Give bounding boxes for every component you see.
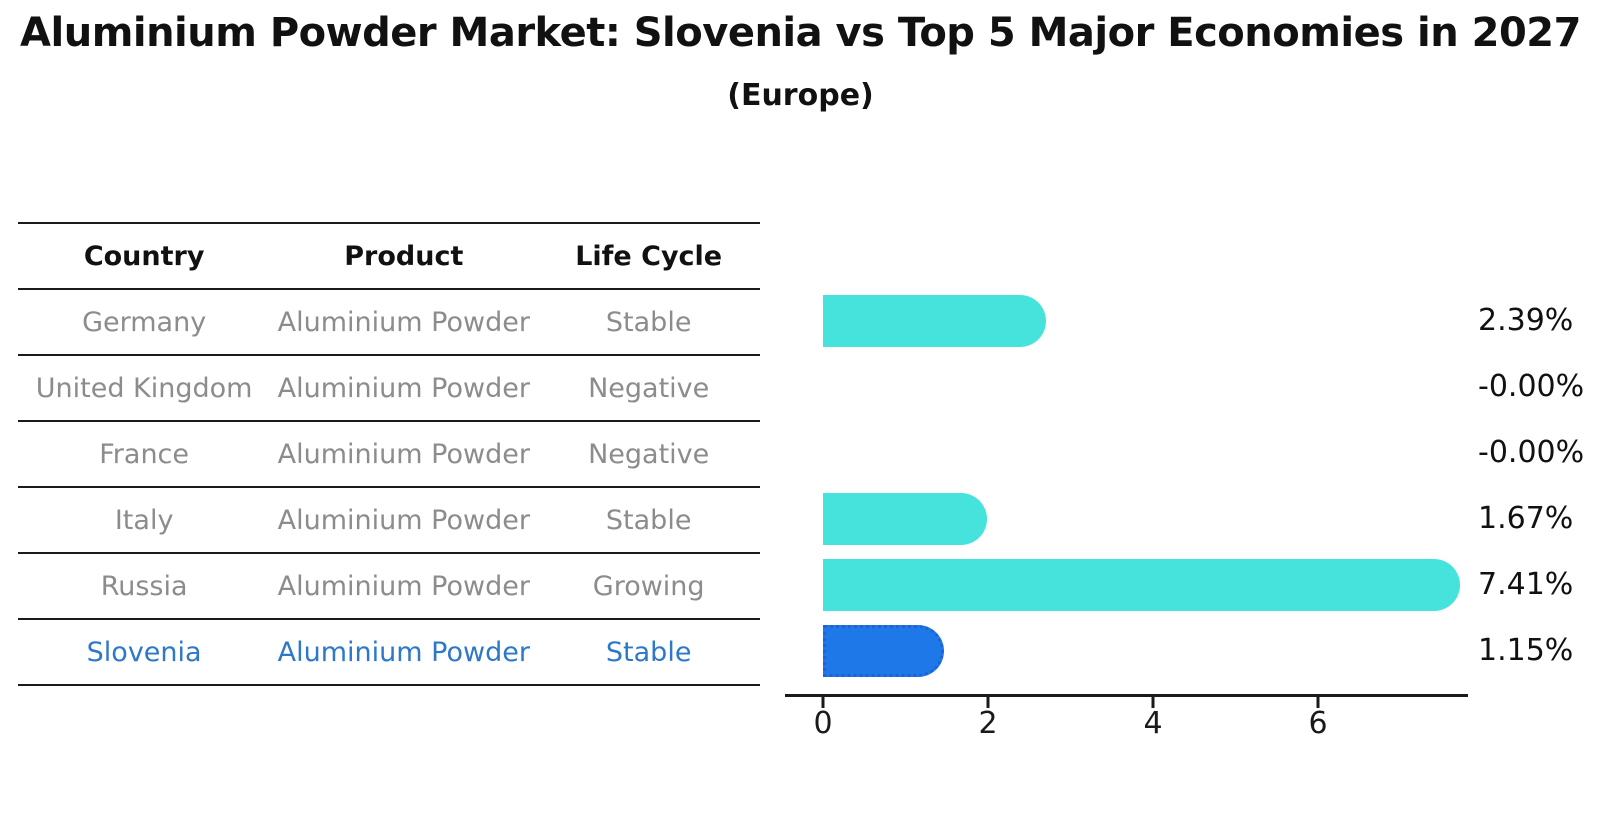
chart-title: Aluminium Powder Market: Slovenia vs Top… [20,10,1581,56]
x-tick [821,697,825,708]
country-table: Country Product Life Cycle Germany Alumi… [18,222,760,686]
country-cell: United Kingdom [35,372,253,404]
country-cell: Slovenia [86,636,202,668]
chart-subtitle: (Europe) [727,78,874,113]
table-row-united-kingdom: United Kingdom Aluminium Powder Negative [18,354,760,420]
lifecycle-cell: Stable [605,306,692,338]
table-body: Germany Aluminium Powder Stable United K… [18,288,760,684]
lifecycle-cell: Growing [592,570,705,602]
bar-russia [823,559,1461,611]
value-label-france: -0.00% [1478,435,1585,470]
table-row-slovenia: Slovenia Aluminium Powder Stable [18,618,760,684]
column-header-country: Country [83,240,205,272]
lifecycle-cell: Stable [605,504,692,536]
column-header-product: Product [344,240,464,272]
product-cell: Aluminium Powder [277,570,530,602]
bar-italy [823,493,987,545]
x-tick-label: 0 [813,706,833,741]
lifecycle-cell: Negative [588,372,710,404]
x-tick [986,697,990,708]
table-row-germany: Germany Aluminium Powder Stable [18,288,760,354]
product-cell: Aluminium Powder [277,372,530,404]
x-tick [1151,697,1155,708]
product-cell: Aluminium Powder [277,504,530,536]
x-tick-label: 2 [978,706,998,741]
country-cell: France [99,438,190,470]
column-header-lifecycle: Life Cycle [575,240,723,272]
value-label-slovenia: 1.15% [1478,633,1574,668]
x-tick [1316,697,1320,708]
product-cell: Aluminium Powder [277,306,530,338]
table-row-russia: Russia Aluminium Powder Growing [18,552,760,618]
value-label-russia: 7.41% [1478,567,1574,602]
value-label-united-kingdom: -0.00% [1478,369,1585,404]
lifecycle-cell: Negative [588,438,710,470]
country-cell: Germany [82,306,207,338]
table-row-france: France Aluminium Powder Negative [18,420,760,486]
lifecycle-cell: Stable [605,636,692,668]
table-row-italy: Italy Aluminium Powder Stable [18,486,760,552]
bar-germany [823,295,1047,347]
country-cell: Russia [100,570,188,602]
product-cell: Aluminium Powder [277,438,530,470]
product-cell: Aluminium Powder [277,636,530,668]
table-header-row: Country Product Life Cycle [18,222,760,288]
value-label-germany: 2.39% [1478,303,1574,338]
country-cell: Italy [114,504,174,536]
x-tick-label: 4 [1143,706,1163,741]
x-axis-line [785,694,1468,697]
bar-slovenia [823,625,944,677]
value-label-italy: 1.67% [1478,501,1574,536]
x-tick-label: 6 [1308,706,1328,741]
